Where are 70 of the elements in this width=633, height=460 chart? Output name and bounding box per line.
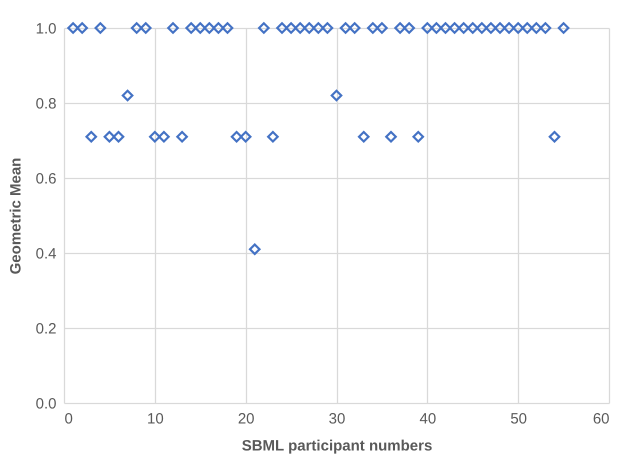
point (158, 130, 170, 143)
point (258, 22, 270, 34)
point (412, 130, 424, 143)
point (366, 22, 379, 34)
y-tick-label: 1.0 (36, 20, 56, 38)
point (503, 22, 515, 34)
x-tick-label: 50 (510, 410, 528, 428)
point (85, 130, 98, 143)
point (104, 130, 116, 143)
point (140, 22, 152, 34)
point (148, 130, 161, 143)
point (485, 22, 497, 34)
point (185, 22, 198, 34)
point (458, 22, 470, 34)
point (385, 130, 397, 143)
point (76, 22, 88, 34)
point (421, 22, 434, 34)
point (540, 22, 552, 34)
y-tick-label: 0.6 (36, 170, 56, 188)
point (222, 22, 234, 34)
x-tick-label: 0 (64, 410, 73, 428)
point (276, 22, 288, 34)
x-tick-label: 60 (592, 410, 610, 428)
y-tick-label: 0.2 (36, 320, 56, 338)
point (530, 22, 542, 34)
point (167, 22, 179, 34)
point (330, 90, 342, 102)
point (230, 130, 242, 143)
point (394, 22, 406, 34)
point (194, 22, 206, 34)
point (203, 22, 216, 34)
point (448, 22, 460, 34)
point (285, 22, 297, 34)
point (466, 22, 479, 34)
point (548, 130, 560, 143)
x-tick-label: 10 (146, 410, 164, 428)
point (312, 22, 324, 34)
x-tick-label: 40 (419, 410, 436, 428)
point (67, 22, 79, 34)
point (94, 22, 106, 34)
point (403, 22, 416, 34)
point (294, 22, 306, 34)
point (322, 22, 334, 34)
point (430, 22, 442, 34)
point (340, 22, 352, 34)
point (248, 243, 261, 256)
y-axis-title: Geometric Mean (8, 158, 25, 274)
point (440, 22, 452, 34)
point (130, 22, 143, 34)
y-tick-label: 0.0 (36, 396, 56, 412)
point (376, 22, 388, 34)
point (521, 22, 534, 34)
point (212, 22, 224, 34)
point (303, 22, 316, 34)
point (240, 130, 252, 143)
x-tick-label: 20 (238, 410, 255, 428)
y-tick-label: 0.4 (36, 246, 56, 262)
point (176, 130, 188, 143)
x-axis-title: SBML participant numbers (242, 438, 432, 454)
point (558, 22, 570, 34)
point (512, 22, 524, 34)
point (122, 90, 134, 102)
point (348, 22, 361, 34)
point (358, 130, 370, 143)
point (494, 22, 506, 34)
point (267, 130, 279, 143)
y-tick-label: 0.8 (36, 96, 56, 112)
point (112, 130, 124, 143)
point (476, 22, 488, 34)
x-tick-label: 30 (328, 410, 346, 428)
